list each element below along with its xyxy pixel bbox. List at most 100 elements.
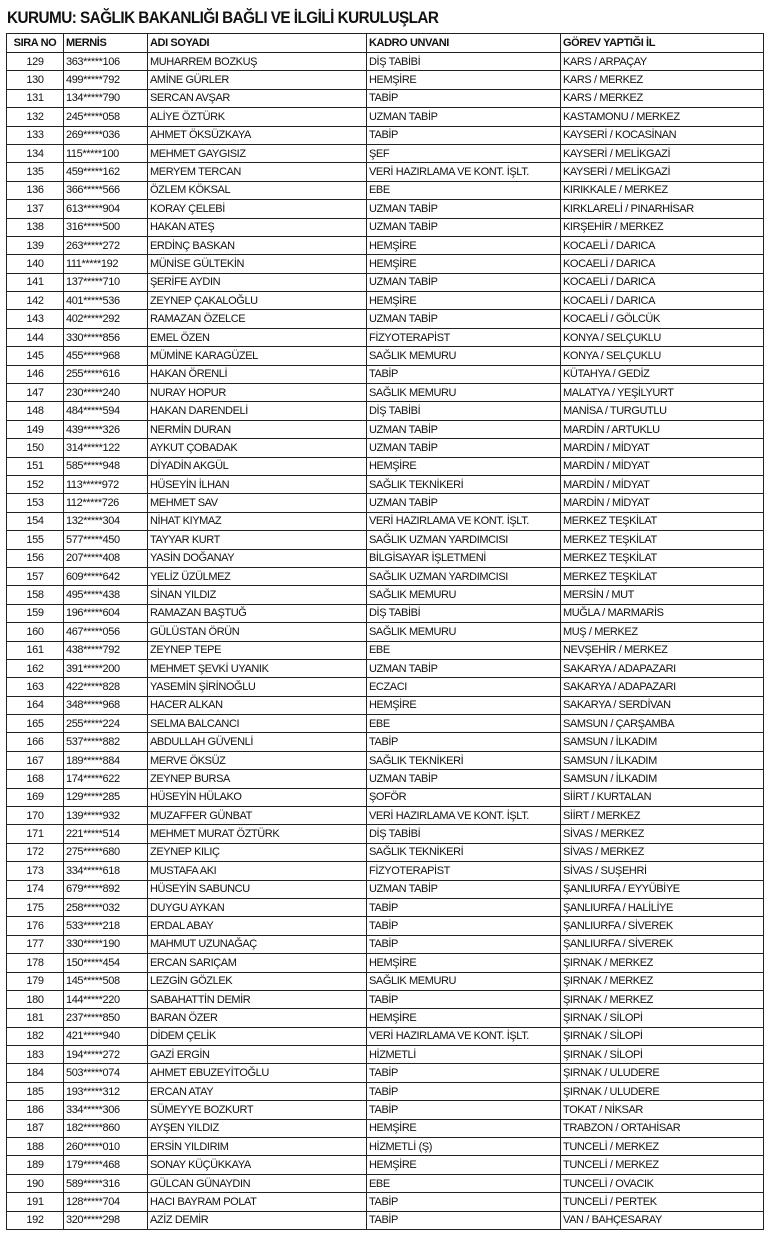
cell-kadro-unvani: HEMŞİRE (366, 695, 561, 716)
cell-sira-no: 133 (6, 125, 64, 145)
cell-kadro-unvani: UZMAN TABİP (366, 309, 561, 329)
cell-adi-soyadi: YASEMİN ŞİRİNOĞLU (147, 677, 367, 697)
cell-mernis: 330*****856 (63, 327, 148, 348)
cell-mernis: 314*****122 (63, 438, 148, 458)
table-row: 148 484*****594 HAKAN DARENDELİ DİŞ TABİBİ M… (6, 401, 764, 421)
cell-mernis: 330*****190 (63, 934, 148, 955)
cell-mernis: 128*****704 (63, 1192, 148, 1212)
cell-mernis: 348*****968 (63, 695, 148, 716)
cell-adi-soyadi: SERCAN AVŞAR (147, 88, 367, 109)
table-row: 143 402*****292 RAMAZAN ÖZELCE UZMAN TABİP K… (6, 309, 764, 329)
cell-sira-no: 169 (6, 787, 64, 808)
cell-mernis: 503*****074 (63, 1063, 148, 1083)
cell-mernis: 316*****500 (63, 217, 148, 237)
cell-sira-no: 143 (6, 309, 64, 329)
table-row: 132 245*****058 ALİYE ÖZTÜRK UZMAN TABİP KAS… (6, 107, 764, 127)
cell-gorev-yaptigi-il: SİİRT / MERKEZ (560, 806, 764, 826)
cell-sira-no: 174 (6, 879, 64, 899)
table-row: 164 348*****968 HACER ALKAN HEMŞİRE SAKARYA … (6, 695, 764, 716)
cell-adi-soyadi: ZEYNEP ÇAKALOĞLU (147, 291, 367, 311)
cell-sira-no: 183 (6, 1045, 64, 1065)
cell-gorev-yaptigi-il: SAKARYA / ADAPAZARI (560, 658, 764, 679)
table-row: 160 467*****056 GÜLÜSTAN ÖRÜN SAĞLIK MEMURU… (6, 622, 764, 642)
cell-gorev-yaptigi-il: KOCAELİ / DARICA (560, 291, 764, 311)
cell-mernis: 585*****948 (63, 456, 148, 476)
cell-gorev-yaptigi-il: SAMSUN / ÇARŞAMBA (560, 714, 764, 734)
cell-gorev-yaptigi-il: MERKEZ TEŞKİLAT (560, 548, 764, 568)
table-row: 180 144*****220 SABAHATTİN DEMİR TABİP ŞIRNA… (6, 989, 764, 1010)
cell-adi-soyadi: AHMET EBUZEYİTOĞLU (147, 1063, 367, 1083)
cell-adi-soyadi: ZEYNEP TEPE (147, 640, 367, 660)
cell-sira-no: 178 (6, 953, 64, 973)
cell-mernis: 182*****860 (63, 1118, 148, 1139)
cell-mernis: 499*****792 (63, 70, 148, 90)
cell-adi-soyadi: SONAY KÜÇÜKKAYA (147, 1155, 367, 1175)
cell-mernis: 484*****594 (63, 401, 148, 421)
cell-gorev-yaptigi-il: ŞIRNAK / MERKEZ (560, 971, 764, 991)
cell-adi-soyadi: AYŞEN YILDIZ (147, 1118, 367, 1139)
cell-kadro-unvani: UZMAN TABİP (366, 658, 561, 679)
cell-sira-no: 131 (6, 88, 64, 109)
cell-sira-no: 184 (6, 1063, 64, 1083)
cell-sira-no: 154 (6, 511, 64, 532)
cell-mernis: 401*****536 (63, 291, 148, 311)
cell-adi-soyadi: ERCAN ATAY (147, 1081, 367, 1102)
table-row: 190 589*****316 GÜLCAN GÜNAYDIN EBE TUNCELİ … (6, 1173, 764, 1194)
table-row: 158 495*****438 SİNAN YILDIZ SAĞLIK MEMURU M… (6, 585, 764, 605)
cell-adi-soyadi: ABDULLAH GÜVENLİ (147, 732, 367, 752)
table-row: 183 194*****272 GAZİ ERGİN HİZMETLİ ŞIRNAK /… (6, 1045, 764, 1065)
cell-adi-soyadi: LEZGİN GÖZLEK (147, 971, 367, 991)
cell-mernis: 275*****680 (63, 842, 148, 863)
table-row: 162 391*****200 MEHMET ŞEVKİ UYANIK UZMAN T… (6, 658, 764, 679)
cell-gorev-yaptigi-il: MERKEZ TEŞKİLAT (560, 566, 764, 587)
table-header-row: SIRA NO MERNİS ADI SOYADI KADRO UNVANI G… (6, 33, 764, 53)
cell-gorev-yaptigi-il: SAMSUN / İLKADIM (560, 750, 764, 771)
table-row: 185 193*****312 ERCAN ATAY TABİP ŞIRNAK / UL… (6, 1081, 764, 1102)
cell-kadro-unvani: EBE (366, 1173, 561, 1194)
table-row: 155 577*****450 TAYYAR KURT SAĞLIK UZMAN YA… (6, 530, 764, 550)
cell-sira-no: 138 (6, 217, 64, 237)
cell-adi-soyadi: HÜSEYİN SABUNCU (147, 879, 367, 899)
personnel-table: SIRA NO MERNİS ADI SOYADI KADRO UNVANI G… (6, 33, 764, 1231)
cell-gorev-yaptigi-il: SİVAS / MERKEZ (560, 824, 764, 844)
cell-sira-no: 188 (6, 1137, 64, 1157)
cell-adi-soyadi: DUYGU AYKAN (147, 897, 367, 918)
table-row: 150 314*****122 AYKUT ÇOBADAK UZMAN TABİP MA… (6, 438, 764, 458)
cell-sira-no: 191 (6, 1192, 64, 1212)
cell-mernis: 366*****566 (63, 180, 148, 201)
cell-sira-no: 132 (6, 107, 64, 127)
cell-kadro-unvani: HEMŞİRE (366, 1008, 561, 1028)
table-row: 131 134*****790 SERCAN AVŞAR TABİP KARS / ME… (6, 88, 764, 109)
cell-gorev-yaptigi-il: KASTAMONU / MERKEZ (560, 107, 764, 127)
cell-gorev-yaptigi-il: KIRKLARELİ / PINARHİSAR (560, 199, 764, 219)
cell-kadro-unvani: DİŞ TABİBİ (366, 824, 561, 844)
cell-mernis: 334*****306 (63, 1100, 148, 1120)
cell-kadro-unvani: UZMAN TABİP (366, 493, 561, 513)
cell-gorev-yaptigi-il: MANİSA / TURGUTLU (560, 401, 764, 421)
cell-kadro-unvani: DİŞ TABİBİ (366, 401, 561, 421)
cell-mernis: 207*****408 (63, 548, 148, 568)
cell-mernis: 421*****940 (63, 1026, 148, 1047)
cell-gorev-yaptigi-il: KARS / MERKEZ (560, 70, 764, 90)
cell-kadro-unvani: TABİP (366, 1063, 561, 1083)
cell-gorev-yaptigi-il: ŞANLIURFA / SİVEREK (560, 934, 764, 955)
table-row: 153 112*****726 MEHMET SAV UZMAN TABİP MARDİ… (6, 493, 764, 513)
cell-gorev-yaptigi-il: TUNCELİ / MERKEZ (560, 1155, 764, 1175)
cell-sira-no: 180 (6, 989, 64, 1010)
cell-adi-soyadi: SİNAN YILDIZ (147, 585, 367, 605)
cell-adi-soyadi: NERMİN DURAN (147, 419, 367, 440)
table-row: 192 320*****298 AZİZ DEMİR TABİP VAN / BAHÇE… (6, 1210, 764, 1231)
cell-sira-no: 164 (6, 695, 64, 716)
table-row: 133 269*****036 AHMET ÖKSÜZKAYA TABİP KAYSER… (6, 125, 764, 145)
table-row: 181 237*****850 BARAN ÖZER HEMŞİRE ŞIRNAK / … (6, 1008, 764, 1028)
cell-kadro-unvani: SAĞLIK UZMAN YARDIMCISI (366, 566, 561, 587)
cell-kadro-unvani: ŞEF (366, 143, 561, 164)
cell-gorev-yaptigi-il: KAYSERİ / KOCASİNAN (560, 125, 764, 145)
cell-kadro-unvani: HEMŞİRE (366, 1155, 561, 1175)
cell-kadro-unvani: TABİP (366, 916, 561, 936)
cell-kadro-unvani: UZMAN TABİP (366, 199, 561, 219)
cell-adi-soyadi: AZİZ DEMİR (147, 1210, 367, 1231)
cell-kadro-unvani: TABİP (366, 897, 561, 918)
table-row: 167 189*****884 MERVE ÖKSÜZ SAĞLIK TEKNİKER… (6, 750, 764, 771)
cell-mernis: 245*****058 (63, 107, 148, 127)
